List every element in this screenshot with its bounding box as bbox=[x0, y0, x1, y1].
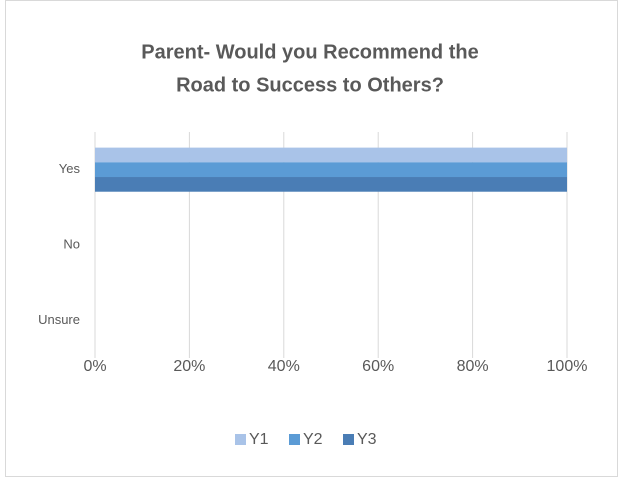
x-tick-label: 100% bbox=[547, 358, 588, 375]
x-tick-label: 0% bbox=[83, 358, 106, 375]
legend-swatch bbox=[289, 434, 300, 445]
x-tick-label: 60% bbox=[362, 358, 394, 375]
y-tick-label: Yes bbox=[59, 161, 81, 176]
legend-label: Y2 bbox=[303, 431, 323, 448]
bar bbox=[95, 162, 567, 178]
y-tick-label: Unsure bbox=[38, 312, 80, 327]
legend-swatch bbox=[235, 434, 246, 445]
legend-label: Y3 bbox=[357, 431, 377, 448]
y-tick-label: No bbox=[63, 236, 80, 251]
chart-title: Parent- Would you Recommend the bbox=[141, 41, 478, 63]
chart-title: Road to Success to Others? bbox=[176, 74, 444, 96]
x-tick-label: 40% bbox=[268, 358, 300, 375]
x-tick-label: 80% bbox=[457, 358, 489, 375]
legend-swatch bbox=[343, 434, 354, 445]
bar bbox=[95, 177, 567, 192]
chart-frame bbox=[5, 0, 618, 477]
bar bbox=[95, 147, 567, 163]
x-tick-label: 20% bbox=[173, 358, 205, 375]
legend-label: Y1 bbox=[249, 431, 269, 448]
